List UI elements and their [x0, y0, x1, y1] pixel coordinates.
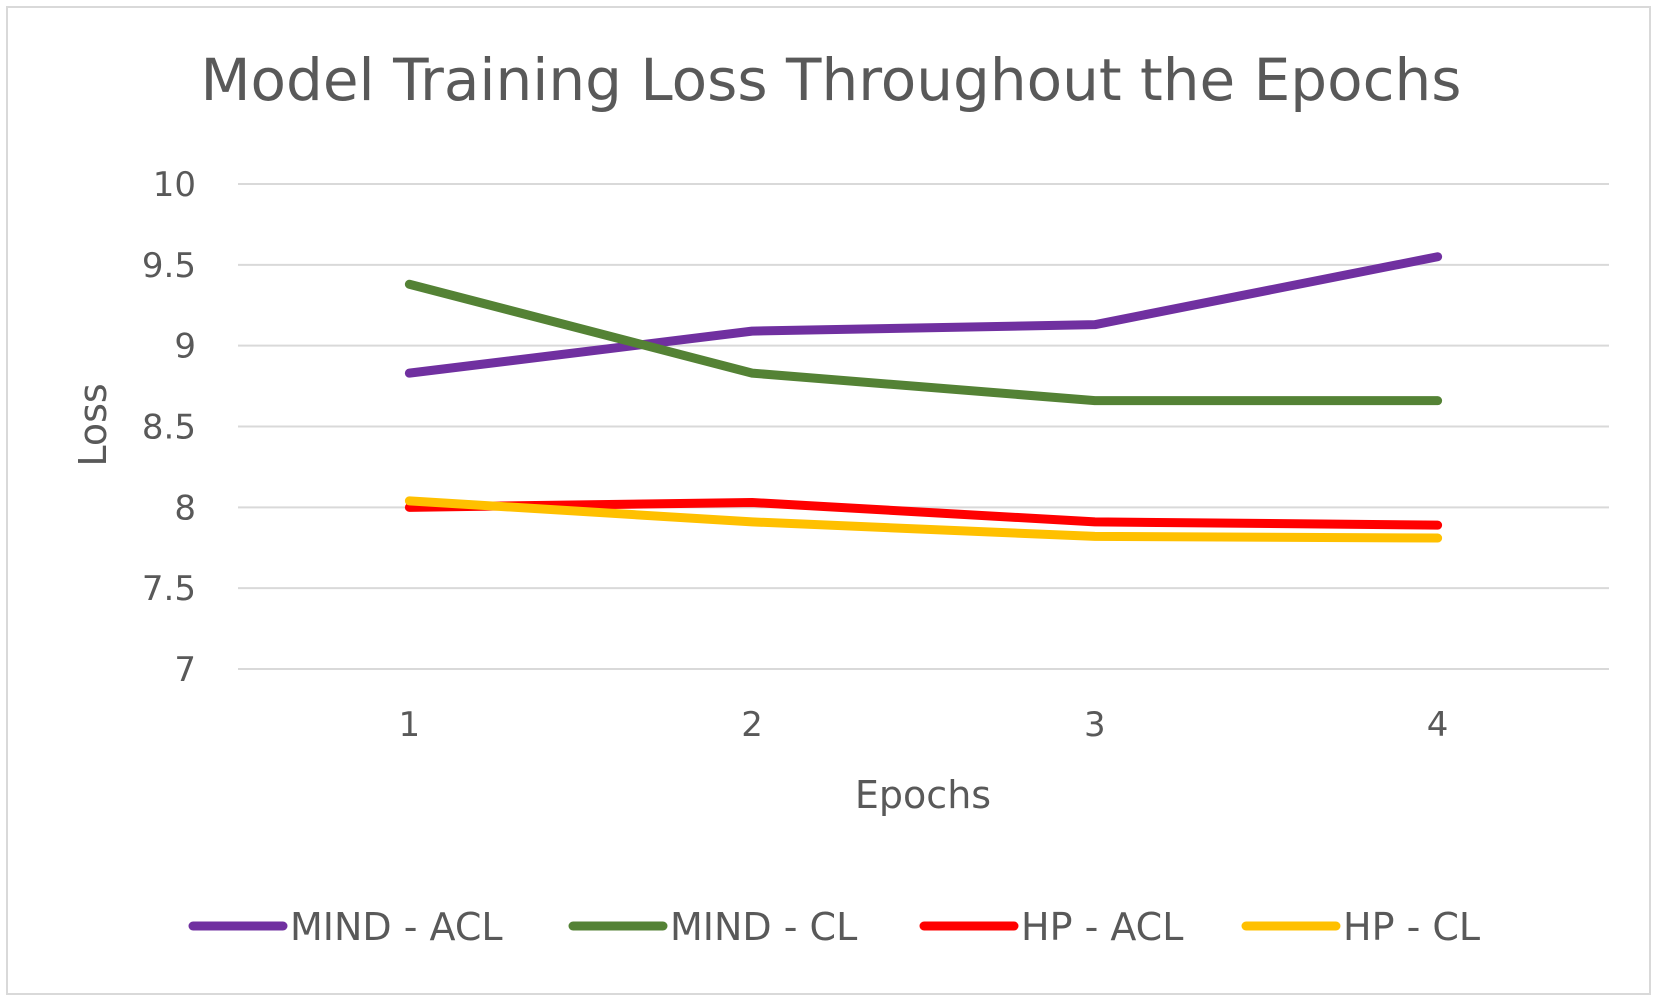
y-axis-ticks: 7 7.5 8 8.5 9 9.5 10: [142, 165, 196, 690]
legend-label-0: MIND - ACL: [290, 905, 503, 949]
y-tick-label: 8.5: [142, 408, 196, 448]
series-line-1: [404, 279, 1443, 406]
y-tick-label: 9.5: [142, 246, 196, 286]
legend-label-1: MIND - CL: [670, 905, 857, 949]
chart-title: Model Training Loss Throughout the Epoch…: [201, 46, 1462, 114]
y-tick-label: 10: [153, 165, 196, 205]
legend-label-3: HP - CL: [1343, 905, 1480, 949]
y-axis-label: Loss: [71, 383, 115, 466]
series-line-0: [404, 252, 1443, 378]
y-tick-label: 8: [174, 488, 196, 528]
gridlines: [238, 183, 1609, 670]
y-tick-label: 9: [174, 327, 196, 367]
y-tick-label: 7.5: [142, 569, 196, 609]
x-tick-label: 2: [741, 705, 763, 745]
legend: MIND - ACL MIND - CL HP - ACL HP - CL: [188, 905, 1480, 949]
x-axis-label: Epochs: [855, 773, 991, 817]
x-axis-ticks: 1 2 3 4: [399, 705, 1449, 745]
x-tick-label: 4: [1427, 705, 1449, 745]
series-lines: [404, 252, 1443, 543]
x-tick-label: 3: [1084, 705, 1106, 745]
series-line-3: [404, 496, 1443, 543]
series-line-2: [404, 497, 1443, 530]
chart-frame: [6, 6, 1651, 995]
y-tick-label: 7: [174, 650, 196, 690]
x-tick-label: 1: [399, 705, 421, 745]
legend-label-2: HP - ACL: [1021, 905, 1183, 949]
